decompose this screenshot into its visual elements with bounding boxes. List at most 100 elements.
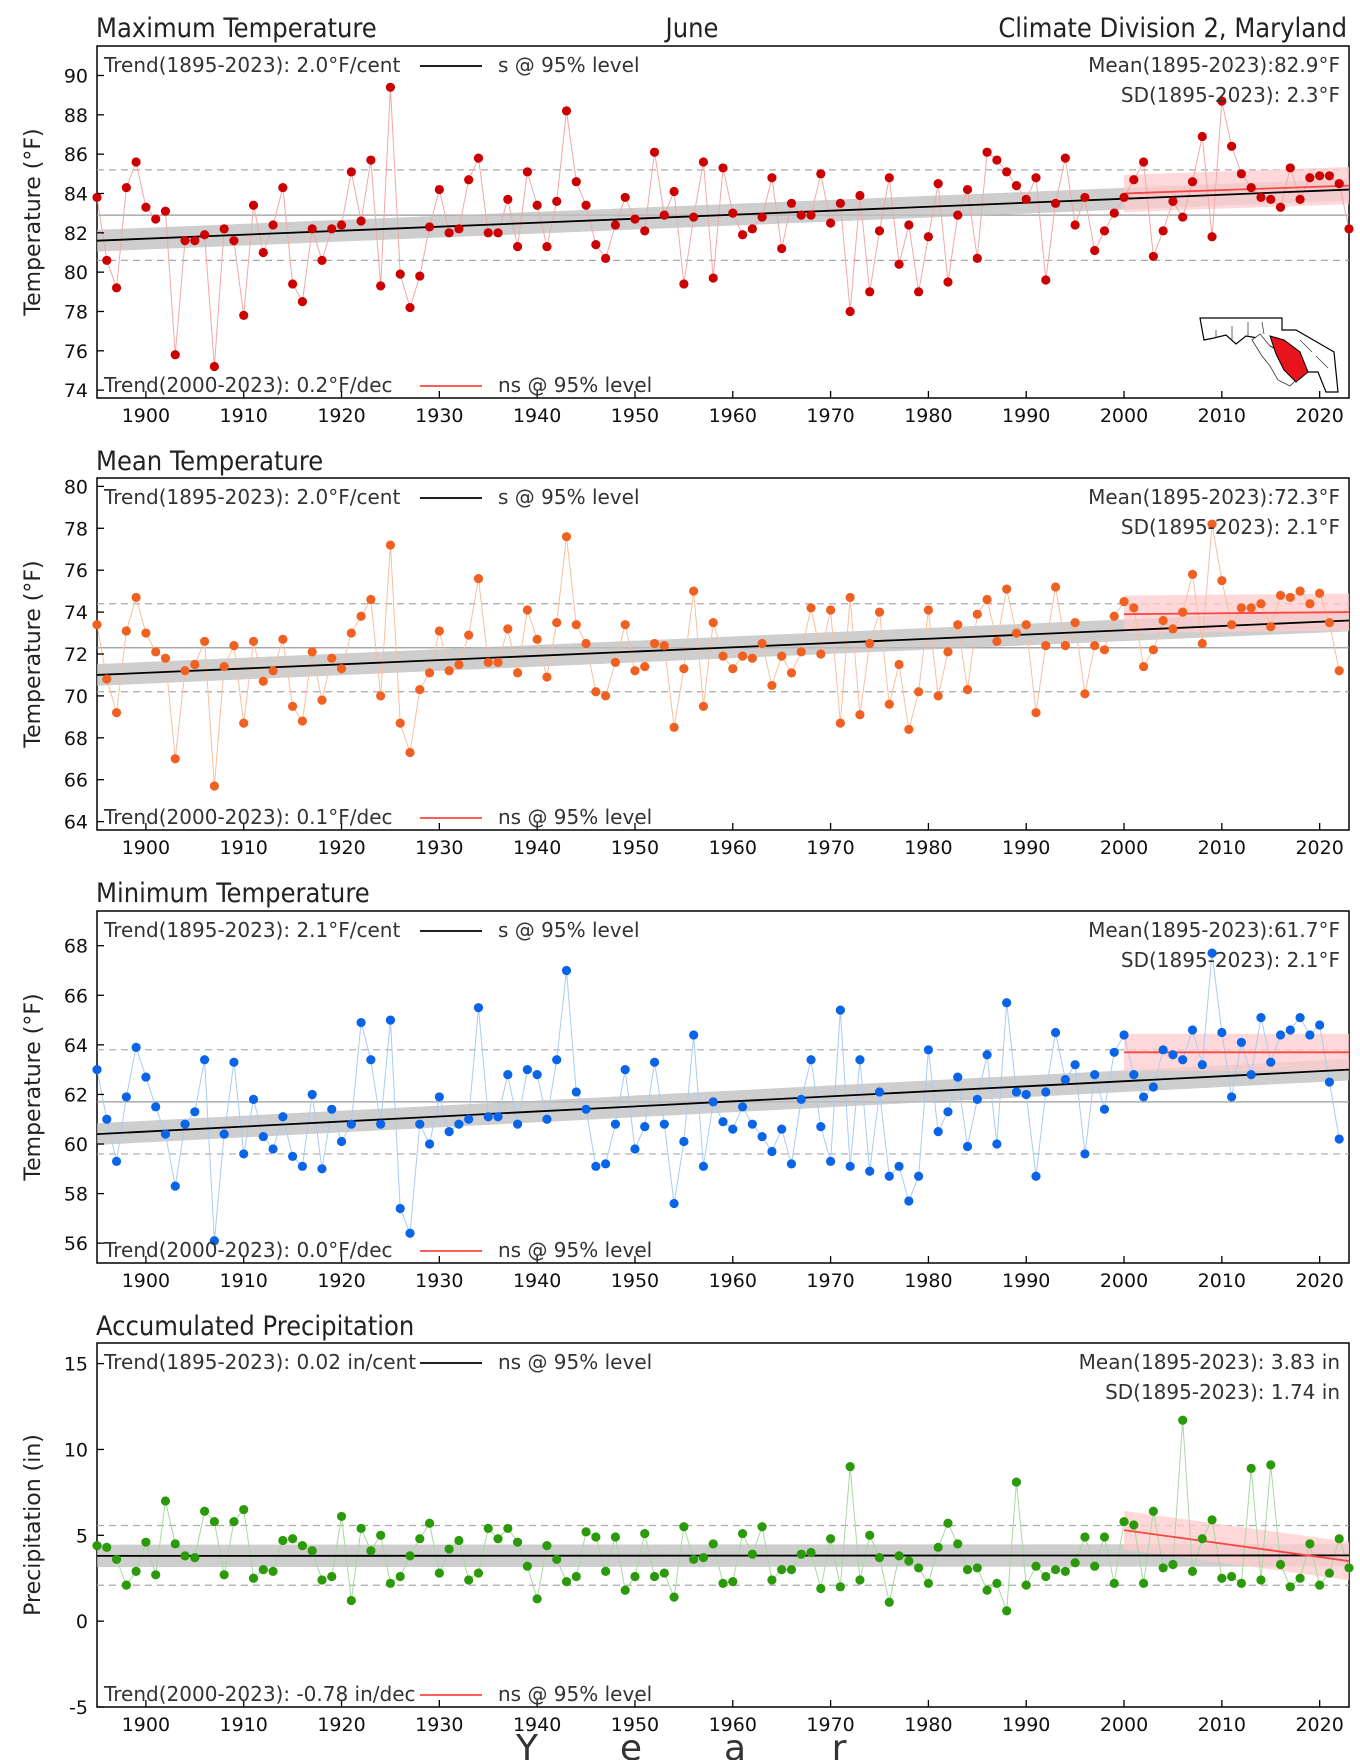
- data-point-precip: [669, 1592, 679, 1602]
- data-point-mean: [258, 676, 268, 686]
- data-point-max: [512, 241, 523, 252]
- x-tick-label-min: 1960: [709, 1270, 757, 1292]
- data-point-precip: [982, 1585, 992, 1595]
- data-point-min: [532, 1070, 542, 1080]
- y-tick-label-mean: 66: [64, 770, 88, 792]
- data-point-max: [591, 240, 601, 250]
- data-point-max: [1050, 198, 1061, 208]
- x-tick-label-max: 1960: [709, 405, 757, 427]
- data-point-max: [698, 157, 709, 167]
- data-point-min: [1050, 1027, 1061, 1038]
- data-point-min: [816, 1122, 826, 1132]
- data-point-min: [131, 1042, 141, 1052]
- data-point-precip: [199, 1506, 210, 1516]
- data-point-min: [219, 1129, 229, 1139]
- data-point-max: [972, 253, 982, 263]
- data-point-precip: [1090, 1561, 1100, 1571]
- data-point-min: [464, 1114, 474, 1124]
- data-point-precip: [1207, 1515, 1217, 1525]
- data-point-mean: [454, 659, 464, 670]
- data-point-max: [327, 224, 337, 234]
- data-point-min: [737, 1102, 748, 1112]
- data-point-min: [1148, 1082, 1158, 1092]
- data-point-min: [405, 1228, 415, 1238]
- data-point-max: [493, 228, 503, 238]
- x-axis-label-letter-a: a: [724, 1728, 746, 1760]
- y-tick-label-max: 86: [64, 144, 88, 166]
- data-point-max: [1021, 194, 1031, 204]
- y-tick-label-mean: 76: [64, 560, 88, 582]
- data-point-max: [405, 302, 415, 313]
- series-line-min: [96, 953, 1340, 1241]
- data-point-min: [111, 1156, 122, 1166]
- y-tick-label-min: 64: [64, 1035, 88, 1057]
- data-point-precip: [1060, 1566, 1070, 1576]
- data-point-precip: [1315, 1580, 1325, 1590]
- data-point-precip: [1217, 1573, 1227, 1583]
- y-tick-label-mean: 72: [64, 644, 88, 666]
- data-point-mean: [288, 701, 298, 711]
- data-point-mean: [307, 647, 317, 657]
- data-point-min: [1324, 1077, 1335, 1087]
- data-point-min: [904, 1196, 914, 1206]
- data-point-max: [610, 220, 621, 230]
- data-point-min: [953, 1072, 963, 1082]
- data-point-mean: [1285, 592, 1295, 603]
- data-point-max: [923, 232, 934, 242]
- data-point-precip: [1168, 1559, 1178, 1570]
- data-point-min: [1236, 1037, 1247, 1047]
- data-point-min: [1129, 1070, 1139, 1080]
- data-point-mean: [473, 573, 484, 584]
- data-point-min: [728, 1124, 738, 1134]
- data-point-precip: [1227, 1571, 1237, 1582]
- data-point-precip: [151, 1570, 161, 1580]
- data-point-mean: [835, 718, 845, 728]
- data-point-min: [884, 1171, 894, 1181]
- data-point-min: [336, 1136, 347, 1147]
- data-point-min: [630, 1144, 640, 1154]
- data-point-max: [865, 287, 875, 297]
- data-point-max: [571, 177, 581, 187]
- y-tick-label-max: 90: [64, 65, 88, 87]
- y-tick-label-min: 68: [64, 936, 88, 958]
- data-point-max: [1295, 194, 1305, 204]
- data-point-precip: [865, 1530, 875, 1540]
- data-point-max: [229, 236, 239, 246]
- data-point-min: [914, 1171, 924, 1181]
- data-point-precip: [92, 1541, 102, 1551]
- data-point-precip: [1256, 1575, 1266, 1585]
- data-point-mean: [610, 657, 621, 667]
- data-point-precip: [914, 1563, 924, 1573]
- data-point-max: [1099, 226, 1110, 236]
- x-tick-label-max: 1900: [122, 405, 170, 427]
- data-point-max: [317, 255, 327, 265]
- data-point-max: [1119, 192, 1129, 203]
- data-point-max: [659, 210, 669, 220]
- data-point-min: [825, 1156, 836, 1166]
- data-point-min: [1285, 1025, 1295, 1035]
- x-tick-label-min: 1930: [415, 1270, 463, 1292]
- data-point-precip: [532, 1594, 542, 1604]
- data-point-min: [278, 1112, 288, 1122]
- data-point-min: [972, 1094, 982, 1104]
- y-tick-label-mean: 78: [64, 518, 88, 540]
- data-point-min: [747, 1119, 757, 1129]
- data-point-max: [825, 218, 836, 228]
- x-tick-label-precip: 1990: [1002, 1714, 1050, 1736]
- data-point-min: [356, 1017, 366, 1028]
- data-point-max: [982, 147, 992, 157]
- data-point-max: [483, 228, 493, 238]
- data-point-max: [1305, 173, 1315, 183]
- y-tick-label-mean: 70: [64, 686, 88, 708]
- data-point-min: [786, 1159, 797, 1169]
- data-point-max: [728, 208, 738, 218]
- data-point-max: [640, 226, 650, 236]
- data-point-precip: [561, 1577, 572, 1587]
- y-tick-label-max: 88: [64, 105, 88, 127]
- data-point-max: [385, 82, 396, 92]
- data-point-precip: [923, 1578, 934, 1588]
- data-point-precip: [1305, 1539, 1315, 1549]
- trend-line-full-precip: [96, 1554, 1350, 1557]
- data-point-max: [855, 190, 865, 201]
- data-point-min: [1178, 1055, 1188, 1065]
